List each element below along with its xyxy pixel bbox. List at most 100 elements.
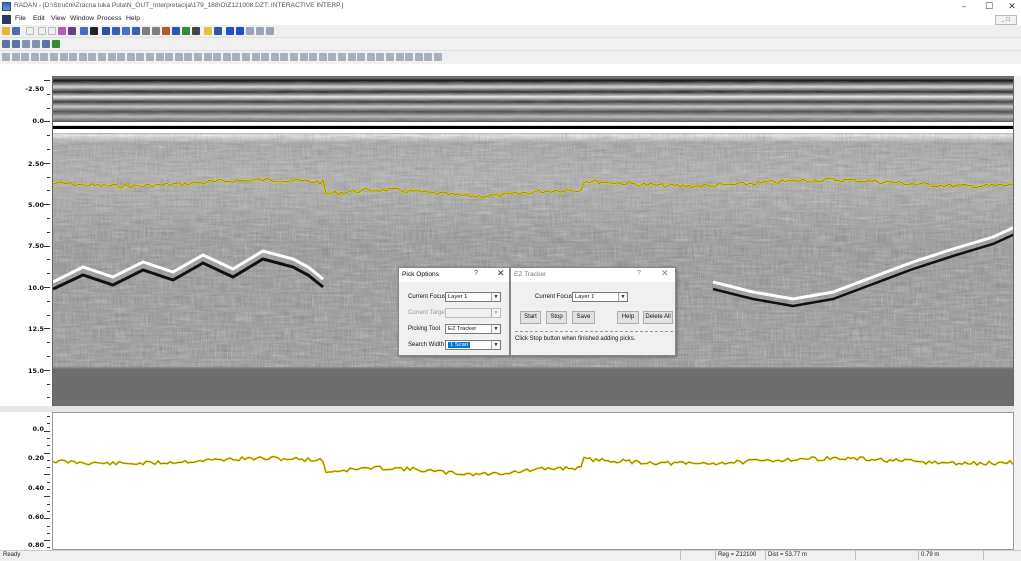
table-icon[interactable] (42, 40, 50, 48)
display-icon[interactable] (172, 27, 180, 35)
vertical-scroll-area[interactable] (1014, 76, 1021, 550)
depth-label: 5.00 (27, 201, 44, 209)
document-icon[interactable] (2, 15, 11, 24)
toolbar-spacer (0, 64, 1021, 76)
pick-options-titlebar[interactable]: Pick Options ? ✕ (399, 268, 509, 282)
ruler-tick (47, 149, 50, 150)
chevron-down-icon[interactable]: ▼ (491, 293, 500, 301)
wiggle-icon[interactable] (112, 27, 120, 35)
ruler-tick (44, 162, 50, 164)
help-button[interactable]: Help (617, 311, 639, 324)
ruler-tick (47, 481, 50, 483)
prev-icon[interactable] (226, 27, 234, 35)
cut-icon[interactable] (38, 27, 46, 35)
print-icon[interactable] (192, 27, 200, 35)
menu-process[interactable]: Process (97, 15, 122, 22)
menu-file[interactable]: File (15, 15, 26, 22)
merge-icon[interactable] (12, 40, 20, 48)
record-icon[interactable] (266, 27, 274, 35)
disabled-tool-icon (88, 53, 97, 61)
profile-depth-label: 0.0 (32, 425, 44, 433)
help-icon[interactable] (204, 27, 212, 35)
menu-edit[interactable]: Edit (33, 15, 45, 22)
minimize-button[interactable]: – (961, 2, 967, 12)
menu-help[interactable]: Help (126, 15, 140, 22)
disabled-tool-icon (357, 53, 366, 61)
pause-icon[interactable] (256, 27, 264, 35)
depth-label: 15.0 (27, 367, 44, 375)
monitor-icon[interactable] (182, 27, 190, 35)
layer-profile-plot (52, 455, 1014, 477)
wave-icon[interactable] (132, 27, 140, 35)
ruler-tick (47, 547, 50, 549)
chevron-down-icon[interactable]: ▼ (618, 293, 627, 301)
filter-icon[interactable] (68, 27, 76, 35)
disabled-tool-icon (174, 53, 183, 61)
close-button[interactable]: ✕ (1008, 2, 1016, 12)
close-icon[interactable]: ✕ (497, 269, 505, 279)
status-depth: 0.79 m (921, 552, 940, 558)
current-focus-select[interactable]: Layer 1 ▼ (445, 292, 501, 302)
depth-label: 2.50 (27, 160, 44, 168)
close-icon[interactable]: ✕ (661, 269, 669, 279)
scan-icon[interactable] (102, 27, 110, 35)
stop-icon[interactable] (90, 27, 98, 35)
mdi-window-controls[interactable]: _ ☐ (995, 15, 1017, 25)
search-width-value: 1 Scan (448, 342, 471, 348)
help-icon[interactable]: ? (474, 270, 478, 277)
save-icon[interactable] (12, 27, 20, 35)
edit-icon[interactable] (142, 27, 150, 35)
disabled-tool-icon (242, 53, 250, 61)
context-help-icon[interactable] (214, 27, 222, 35)
disabled-tool-icon (270, 53, 279, 61)
disabled-tool-icon (309, 53, 318, 61)
toolbar-main (0, 25, 1021, 38)
status-ready: Ready (3, 552, 21, 558)
grid-icon[interactable] (32, 40, 40, 48)
save-button[interactable]: Save (572, 311, 595, 324)
radargram-view[interactable] (52, 76, 1014, 406)
menu-window[interactable]: Window (70, 15, 95, 22)
layer-icon[interactable] (122, 27, 130, 35)
play-icon[interactable] (246, 27, 254, 35)
copy-icon[interactable] (48, 27, 56, 35)
color-table-icon[interactable] (162, 27, 170, 35)
ez-current-focus-select[interactable]: Layer 1 ▼ (572, 292, 628, 302)
layer-profile-view[interactable] (52, 412, 1014, 550)
new-file-icon[interactable] (2, 40, 10, 48)
open-icon[interactable] (2, 27, 10, 35)
help-icon[interactable]: ? (637, 270, 641, 277)
delete-all-button[interactable]: Delete All (643, 311, 673, 324)
picking-tool-label: Picking Tool (408, 326, 440, 332)
chevron-down-icon[interactable]: ▼ (491, 341, 500, 349)
search-width-select[interactable]: 1 Scan ▼ (445, 340, 501, 350)
ruler-tick (47, 259, 50, 261)
disabled-tool-icon (40, 53, 49, 61)
start-button[interactable]: Start (520, 311, 541, 324)
chevron-down-icon[interactable]: ▼ (491, 325, 500, 333)
print-preview-icon[interactable] (26, 27, 34, 35)
paste-icon[interactable] (58, 27, 66, 35)
ruler-tick (44, 204, 50, 206)
ruler-tick (47, 218, 50, 219)
pick-icon[interactable] (80, 27, 88, 35)
disabled-tool-icon (184, 53, 193, 61)
picking-tool-select[interactable]: EZ Tracker ▼ (445, 324, 501, 334)
marker-icon[interactable] (152, 27, 160, 35)
split-icon[interactable] (22, 40, 30, 48)
disabled-tool-icon (232, 53, 241, 61)
depth-label: 12.5 (27, 325, 44, 333)
ez-tracker-titlebar[interactable]: EZ Tracker ? ✕ (511, 268, 675, 282)
maximize-button[interactable]: ☐ (984, 2, 994, 12)
export-icon[interactable] (52, 40, 60, 48)
next-icon[interactable] (236, 27, 244, 35)
ruler-tick (47, 300, 50, 302)
disabled-tool-icon (261, 53, 270, 61)
disabled-tool-icon (155, 53, 164, 61)
current-focus-value: Layer 1 (448, 294, 468, 300)
menu-view[interactable]: View (51, 15, 66, 22)
ruler-tick (47, 342, 50, 344)
toolbar-disabled-row (0, 51, 1021, 65)
stop-button[interactable]: Stop (546, 311, 567, 324)
view-separator[interactable] (0, 406, 1021, 412)
